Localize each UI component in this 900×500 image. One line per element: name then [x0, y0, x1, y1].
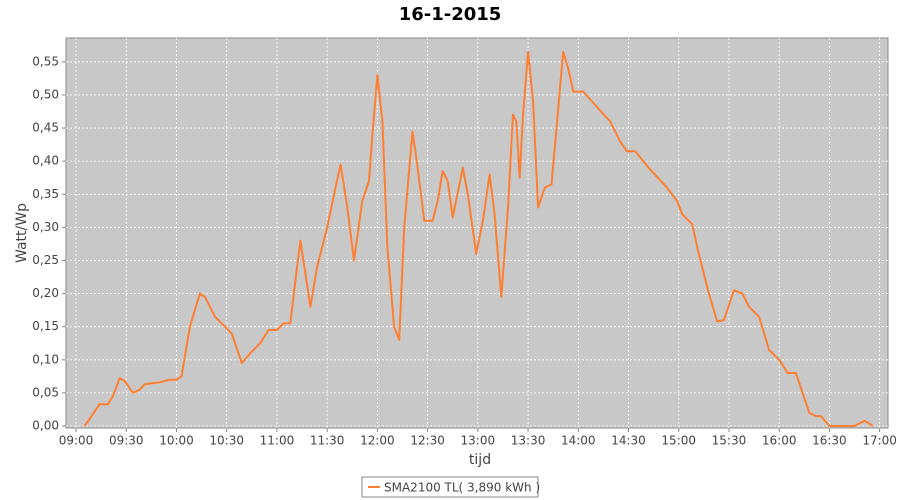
legend-box: [361, 476, 539, 498]
x-tick-label: 14:30: [611, 434, 646, 448]
x-tick-label: 15:00: [661, 434, 696, 448]
y-tick-label: 0,25: [32, 253, 59, 267]
x-tick-label: 16:00: [762, 434, 797, 448]
x-tick-label: 16:30: [812, 434, 847, 448]
x-tick-label: 10:00: [159, 434, 194, 448]
y-tick-label: 0,05: [32, 385, 59, 399]
y-tick-label: 0,20: [32, 286, 59, 300]
x-tick-label: 11:30: [310, 434, 345, 448]
y-tick-label: 0,40: [32, 154, 59, 168]
x-tick-label: 09:00: [59, 434, 94, 448]
legend-label: SMA2100 TL( 3,890 kWh ): [384, 481, 540, 495]
y-tick-label: 0,15: [32, 319, 59, 333]
x-tick-label: 13:00: [461, 434, 496, 448]
x-tick-label: 10:30: [209, 434, 244, 448]
y-tick-label: 0,35: [32, 187, 59, 201]
x-tick-label: 13:30: [511, 434, 546, 448]
y-tick-label: 0,55: [32, 54, 59, 68]
x-axis-label: tijd: [469, 452, 491, 468]
x-tick-label: 12:30: [410, 434, 445, 448]
plot-area: [65, 37, 889, 429]
y-axis-label: Watt/Wp: [14, 203, 30, 263]
y-tick-label: 0,50: [32, 87, 59, 101]
x-tick-label: 15:30: [712, 434, 747, 448]
x-tick-label: 09:30: [109, 434, 144, 448]
x-tick-label: 14:00: [561, 434, 596, 448]
data-line: [83, 50, 874, 427]
y-tick-label: 0,10: [32, 352, 59, 366]
x-tick-label: 17:00: [862, 434, 897, 448]
x-tick-label: 11:00: [260, 434, 295, 448]
y-tick-label: 0,45: [32, 121, 59, 135]
x-tick-label: 12:00: [360, 434, 395, 448]
y-tick-label: 0,00: [32, 419, 59, 433]
y-tick-label: 0,30: [32, 220, 59, 234]
chart-title: 16-1-2015: [399, 4, 502, 25]
